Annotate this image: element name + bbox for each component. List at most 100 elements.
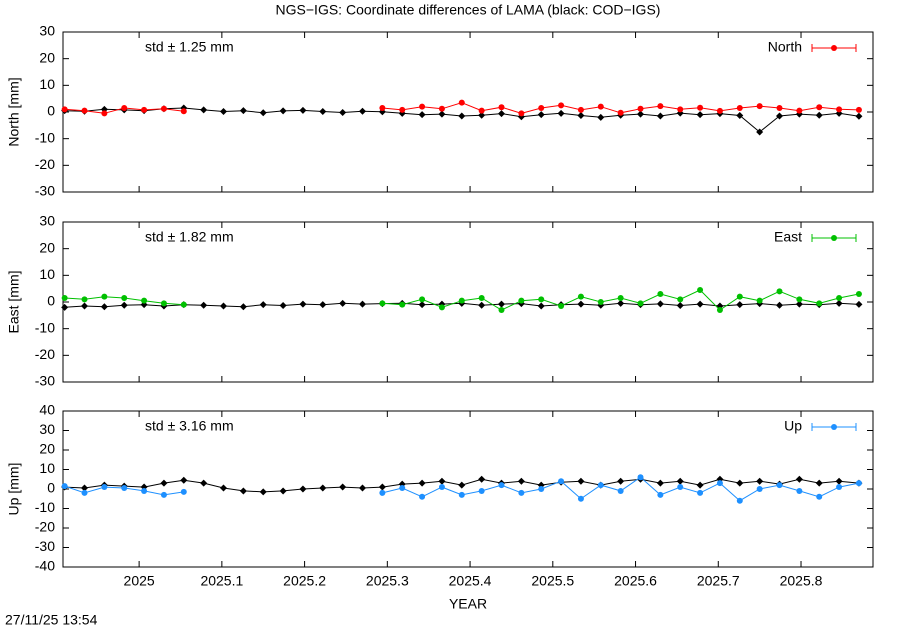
- data-point: [220, 302, 228, 310]
- data-point: [538, 486, 545, 492]
- std-annotation: std ± 1.82 mm: [145, 229, 234, 245]
- data-point: [180, 476, 188, 484]
- data-point: [518, 489, 525, 496]
- y-tick-label: -40: [35, 558, 55, 574]
- chart-title: NGS−IGS: Coordinate differences of LAMA …: [276, 2, 661, 18]
- y-tick-label: 10: [39, 76, 55, 92]
- data-point: [577, 293, 584, 300]
- data-point: [239, 303, 247, 311]
- data-point: [836, 295, 843, 301]
- data-point: [836, 106, 843, 113]
- data-point: [220, 484, 228, 492]
- data-point: [419, 296, 426, 303]
- data-point: [418, 301, 426, 309]
- data-point: [538, 296, 545, 303]
- data-point: [736, 301, 744, 309]
- data-point: [498, 307, 505, 313]
- data-point: [61, 106, 68, 113]
- y-tick-label: -20: [35, 346, 55, 362]
- y-tick-label: 30: [39, 213, 55, 229]
- data-point: [458, 297, 465, 304]
- data-point: [418, 111, 426, 119]
- y-axis-label: Up [mm]: [6, 463, 22, 516]
- data-point: [399, 301, 406, 308]
- data-point: [319, 484, 327, 492]
- y-tick-label: 20: [39, 441, 55, 457]
- data-point: [835, 477, 843, 485]
- data-point: [756, 103, 763, 110]
- data-point: [160, 491, 167, 498]
- data-point: [438, 110, 446, 118]
- data-point: [319, 301, 327, 309]
- y-tick-label: 30: [39, 421, 55, 437]
- data-point: [498, 482, 505, 489]
- data-point: [656, 300, 664, 308]
- data-point: [855, 480, 862, 487]
- data-point: [577, 477, 585, 485]
- data-point: [836, 484, 843, 491]
- data-point: [259, 109, 267, 117]
- data-point: [577, 111, 585, 119]
- data-point: [736, 497, 743, 504]
- data-point: [299, 485, 307, 493]
- data-point: [736, 111, 744, 119]
- data-point: [538, 105, 545, 111]
- data-point: [419, 493, 426, 500]
- data-point: [478, 107, 485, 114]
- data-point: [597, 103, 604, 110]
- data-point: [299, 106, 307, 114]
- data-point: [657, 291, 664, 297]
- data-point: [81, 302, 89, 310]
- y-tick-label: -10: [35, 129, 55, 145]
- data-point: [458, 99, 465, 106]
- data-point: [160, 300, 167, 307]
- legend-label: North: [768, 39, 802, 55]
- data-point: [101, 110, 108, 117]
- data-point: [121, 295, 128, 301]
- legend-marker: [831, 45, 837, 51]
- data-point: [736, 479, 744, 487]
- data-point: [458, 491, 465, 498]
- data-point: [418, 479, 426, 487]
- data-point: [855, 291, 862, 297]
- data-point: [101, 484, 108, 491]
- data-point: [121, 105, 128, 111]
- data-point: [517, 477, 525, 485]
- data-point: [597, 299, 604, 305]
- data-point: [716, 480, 723, 487]
- data-point: [696, 111, 704, 119]
- x-tick-label: 2025.5: [531, 573, 574, 589]
- data-point: [617, 109, 624, 116]
- data-point: [498, 110, 506, 118]
- y-tick-label: -30: [35, 373, 55, 389]
- y-tick-label: -10: [35, 499, 55, 515]
- legend-label: East: [774, 229, 802, 245]
- data-point: [180, 108, 187, 115]
- data-point: [776, 482, 783, 489]
- data-point: [518, 110, 525, 117]
- data-point: [478, 295, 485, 301]
- data-point: [438, 304, 445, 311]
- data-point: [816, 300, 823, 307]
- data-point: [279, 487, 287, 495]
- data-point: [617, 477, 625, 485]
- data-point: [617, 487, 624, 494]
- legend-label: Up: [784, 418, 802, 434]
- x-tick-label: 2025.8: [780, 573, 823, 589]
- data-point: [359, 300, 367, 308]
- data-point: [696, 300, 704, 308]
- data-point: [438, 105, 445, 112]
- data-point: [776, 288, 783, 295]
- data-point: [458, 481, 466, 489]
- data-point: [537, 302, 545, 310]
- y-tick-label: -10: [35, 319, 55, 335]
- y-tick-label: 40: [39, 402, 55, 418]
- data-point: [120, 301, 128, 309]
- data-point: [855, 300, 863, 308]
- y-axis-label: East [mm]: [6, 270, 22, 333]
- data-point: [379, 105, 386, 111]
- plot-frame: [62, 410, 874, 568]
- data-point: [657, 103, 664, 110]
- legend-marker: [831, 424, 837, 430]
